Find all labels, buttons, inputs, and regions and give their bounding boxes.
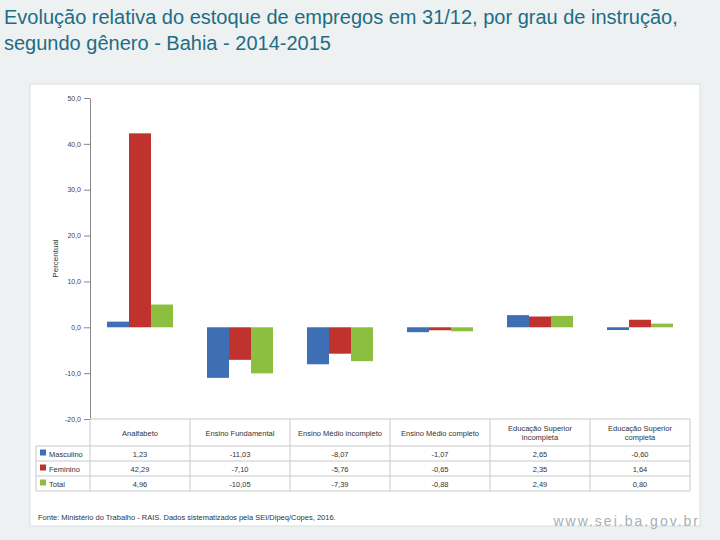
table-value: -0,88: [431, 480, 448, 489]
category-label: Analfabeto: [122, 429, 158, 438]
table-value: -11,03: [230, 450, 251, 459]
category-label: Ensino Fundamental: [206, 429, 275, 438]
y-tick-mark: [84, 373, 90, 374]
legend-label: Total: [49, 480, 65, 489]
table-value: -7,10: [231, 465, 248, 474]
y-tick: 10,0: [67, 278, 90, 285]
table-value: -5,76: [331, 465, 348, 474]
y-tick: -20,0: [65, 416, 90, 423]
category-label: Educação Superiorcompleta: [608, 424, 672, 442]
table-border: [90, 419, 91, 491]
bar: [651, 324, 673, 328]
category-label: Ensino Médio incompleto: [298, 429, 382, 438]
slide: Evolução relativa do estoque de empregos…: [0, 0, 720, 540]
series-bars: [151, 305, 673, 374]
table-value: 2,49: [533, 480, 548, 489]
bar: [151, 305, 173, 328]
y-tick: 20,0: [67, 232, 90, 239]
y-tick-label: 50,0: [67, 95, 81, 102]
table-border: [36, 446, 690, 447]
bar: [429, 327, 451, 330]
table-value: 1,23: [133, 450, 148, 459]
y-tick-mark: [84, 98, 90, 99]
table-value: -10,05: [229, 480, 250, 489]
legend-swatch: [40, 450, 46, 456]
table-border: [36, 461, 690, 462]
y-tick-mark: [84, 327, 90, 328]
bar: [607, 327, 629, 330]
legend-swatch: [40, 480, 46, 486]
title: Evolução relativa do estoque de empregos…: [4, 6, 678, 54]
category-label: Educação Superiorincompleta: [508, 424, 572, 442]
y-tick-label: -20,0: [65, 416, 81, 423]
bars: [107, 133, 673, 378]
bar: [529, 317, 551, 328]
y-tick: 40,0: [67, 141, 90, 148]
bar: [551, 316, 573, 327]
table-border: [36, 446, 37, 491]
table-value: 2,65: [533, 450, 548, 459]
table-value: -0,60: [631, 450, 648, 459]
y-tick: 50,0: [67, 95, 90, 102]
bar: [207, 327, 229, 378]
y-tick-label: 40,0: [67, 141, 81, 148]
y-tick-label: -10,0: [65, 370, 81, 377]
series-bars: [107, 315, 629, 378]
bar: [229, 327, 251, 360]
table-border: [490, 419, 491, 491]
y-tick-label: 30,0: [67, 186, 81, 193]
bar: [107, 322, 129, 328]
y-tick-mark: [84, 236, 90, 237]
table-value: 2,35: [533, 465, 548, 474]
y-tick: 30,0: [67, 186, 90, 193]
y-tick-mark: [84, 190, 90, 191]
legend-swatch: [40, 465, 46, 471]
legend-label: Masculino: [49, 450, 83, 459]
y-tick-label: 20,0: [67, 232, 81, 239]
y-axis-line: [90, 99, 91, 420]
y-tick-mark: [84, 281, 90, 282]
table-value: 42,29: [131, 465, 150, 474]
y-tick-label: 10,0: [67, 278, 81, 285]
table-value: 0,80: [633, 480, 648, 489]
source-note: Fonte: Ministério do Trabalho - RAIS. Da…: [38, 513, 336, 522]
category-label: Ensino Médio completo: [401, 429, 479, 438]
y-tick: -10,0: [65, 370, 90, 377]
table-border: [590, 419, 591, 491]
table-value: -1,07: [431, 450, 448, 459]
y-axis-title: Percentual: [51, 239, 60, 277]
table-border: [36, 476, 690, 477]
bar: [351, 327, 373, 361]
bar: [251, 327, 273, 373]
bar: [129, 133, 151, 327]
legend-label: Feminino: [49, 465, 80, 474]
table-value: -8,07: [331, 450, 348, 459]
y-tick-mark: [84, 144, 90, 145]
table-border: [190, 419, 191, 491]
series-bars: [129, 133, 651, 359]
data-table: Analfabeto Ensino Fundamental Ensino Médio…: [36, 419, 690, 491]
y-axis: -20,0 -10,0 0,0 10,0 20,0 30,0 40,0 50,0: [65, 95, 90, 423]
y-tick-mark: [84, 419, 90, 420]
chart-panel: [30, 84, 700, 526]
table-value: 1,64: [633, 465, 648, 474]
bar: [329, 327, 351, 353]
y-tick-label: 0,0: [71, 324, 81, 331]
table-value: -0,65: [431, 465, 448, 474]
website: www.sei.ba.gov.br: [552, 513, 700, 529]
bar: [407, 327, 429, 332]
bar: [507, 315, 529, 327]
table-border: [690, 419, 691, 491]
table-border: [390, 419, 391, 491]
bar: [629, 320, 651, 328]
table-border: [36, 491, 690, 492]
bar: [307, 327, 329, 364]
y-tick: 0,0: [71, 324, 90, 331]
table-value: -7,39: [331, 480, 348, 489]
bar: [451, 327, 473, 331]
table-value: 4,96: [133, 480, 148, 489]
table-border: [290, 419, 291, 491]
